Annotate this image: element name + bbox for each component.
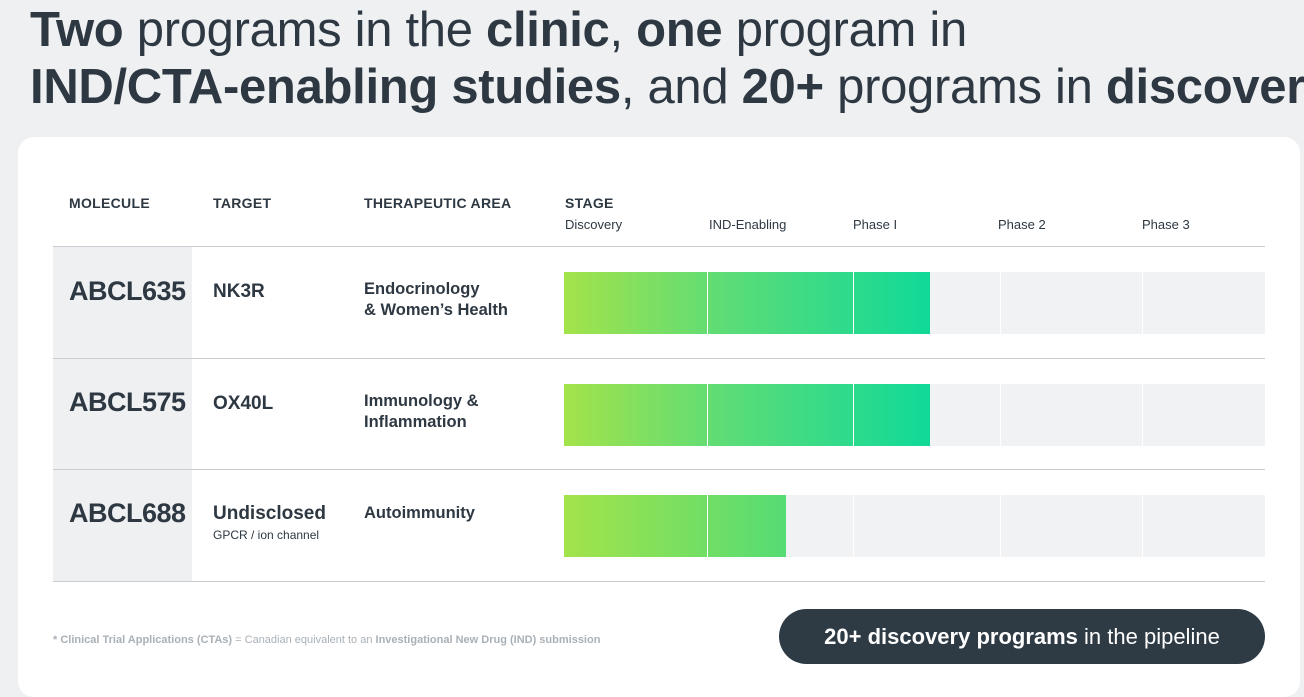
row-divider <box>53 358 1265 359</box>
stage-divider <box>1142 495 1143 557</box>
stage-divider <box>1142 384 1143 446</box>
header-divider <box>53 246 1265 247</box>
progress-bar <box>564 272 930 334</box>
stage-divider <box>853 495 854 557</box>
col-header-target: TARGET <box>213 195 272 211</box>
therapeutic-area: Endocrinology & Women’s Health <box>364 280 508 319</box>
target-name: NK3R <box>213 281 265 302</box>
stage-label-phase-3: Phase 3 <box>1142 217 1190 232</box>
target-name: Undisclosed <box>213 503 326 524</box>
stage-divider <box>1000 272 1001 334</box>
stage-label-phase-1: Phase I <box>853 217 898 232</box>
stage-label-ind-enabling: IND-Enabling <box>709 217 787 232</box>
therapeutic-area: Immunology & Inflammation <box>364 392 479 431</box>
molecule-name: ABCL635 <box>69 276 186 306</box>
therapeutic-area: Autoimmunity <box>364 504 475 522</box>
page-headline: Two programs in the clinic, one program … <box>30 2 1304 116</box>
target-name: OX40L <box>213 393 274 414</box>
headline-line-1: Two programs in the clinic, one program … <box>30 3 967 57</box>
stage-divider <box>853 384 854 446</box>
stage-divider <box>707 272 708 334</box>
target-subtitle: GPCR / ion channel <box>213 528 320 542</box>
molecule-name: ABCL575 <box>69 387 186 417</box>
stage-label-phase-2: Phase 2 <box>998 217 1046 232</box>
progress-bar <box>564 495 786 557</box>
stage-label-discovery: Discovery <box>565 217 623 232</box>
discovery-programs-pill: 20+ discovery programs in the pipeline <box>779 609 1265 664</box>
progress-bar <box>564 384 930 446</box>
molecule-column-band <box>53 246 192 581</box>
table-bottom-divider <box>53 581 1265 582</box>
col-header-stage: STAGE <box>565 195 614 211</box>
stage-track <box>564 272 1265 334</box>
stage-divider <box>707 495 708 557</box>
row-divider <box>53 469 1265 470</box>
col-header-area: THERAPEUTIC AREA <box>364 195 512 211</box>
col-header-molecule: MOLECULE <box>69 195 150 211</box>
stage-divider <box>1142 272 1143 334</box>
footnote: * Clinical Trial Applications (CTAs) = C… <box>53 634 601 646</box>
stage-track <box>564 495 1265 557</box>
stage-track <box>564 384 1265 446</box>
stage-divider <box>1000 384 1001 446</box>
molecule-name: ABCL688 <box>69 498 186 528</box>
stage-divider <box>1000 495 1001 557</box>
stage-divider <box>853 272 854 334</box>
headline-line-2: IND/CTA-enabling studies, and 20+ progra… <box>30 60 1304 114</box>
stage-divider <box>707 384 708 446</box>
